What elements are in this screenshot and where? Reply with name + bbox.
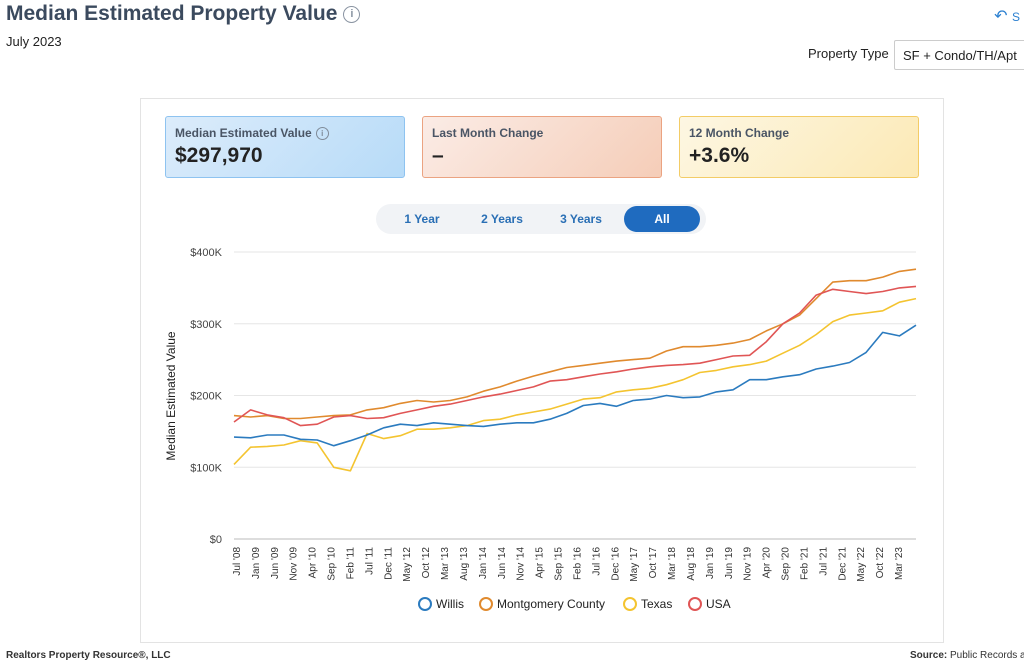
series-line-texas (233, 297, 917, 472)
x-tick-label: Sep '20 (781, 547, 792, 581)
legend-label: USA (706, 597, 731, 611)
x-tick-label: Mar '13 (440, 547, 451, 580)
legend-item-willis[interactable]: Willis (418, 596, 464, 612)
chart-legend: Willis Montgomery County Texas USA (0, 596, 1024, 614)
card-value: – (432, 144, 444, 167)
x-tick-label: Jun '14 (497, 547, 508, 579)
report-date: July 2023 (6, 34, 62, 49)
x-tick-label: Jan '09 (251, 547, 262, 579)
tab-2-years[interactable]: 2 Years (481, 212, 523, 226)
twelve-month-change-card: 12 Month Change +3.6% (679, 116, 919, 178)
x-tick-label: Mar '23 (894, 547, 905, 580)
x-tick-label: May '12 (402, 547, 413, 582)
legend-item-usa[interactable]: USA (688, 596, 731, 612)
series-line-willis (233, 324, 917, 447)
x-tick-label: Oct '17 (648, 547, 659, 579)
y-tick-label: $200K (190, 391, 222, 403)
info-icon[interactable]: i (315, 127, 329, 140)
source-label: Source: (910, 650, 948, 661)
card-label: 12 Month Change (689, 126, 790, 140)
tab-1-year[interactable]: 1 Year (404, 212, 440, 226)
x-tick-label: Jul '11 (364, 547, 375, 575)
card-label: Median Estimated Value (175, 126, 312, 140)
footer-source: Source: Public Records a (910, 650, 1024, 661)
x-tick-label: Feb '16 (572, 547, 583, 580)
y-tick-label: $300K (190, 319, 222, 331)
x-tick-label: May '17 (629, 547, 640, 582)
y-tick-label: $400K (190, 247, 222, 259)
x-tick-label: Mar '18 (667, 547, 678, 580)
x-tick-label: Dec '16 (610, 547, 621, 581)
card-value: +3.6% (689, 144, 750, 167)
chart-panel (140, 98, 944, 643)
x-tick-label: Aug '13 (459, 547, 470, 581)
x-tick-label: Feb '21 (799, 547, 810, 580)
share-icon: ↶ (994, 8, 1008, 25)
legend-item-montgomery-county[interactable]: Montgomery County (479, 596, 605, 612)
x-tick-label: Sep '10 (327, 547, 338, 581)
series-line-montgomery-county (233, 268, 917, 420)
page-title: Median Estimated Property Value i (6, 2, 361, 26)
x-tick-label: Jun '19 (724, 547, 735, 579)
last-month-change-card: Last Month Change – (422, 116, 662, 178)
median-value-card: Median Estimated Value i $297,970 (165, 116, 405, 178)
x-tick-label: Nov '19 (743, 547, 754, 581)
x-tick-label: Sep '15 (554, 547, 565, 581)
share-button[interactable]: ↶ S (994, 6, 1020, 26)
legend-item-texas[interactable]: Texas (623, 596, 672, 612)
y-tick-label: $0 (210, 534, 222, 546)
y-tick-label: $100K (190, 462, 222, 474)
property-type-select[interactable]: SF + Condo/TH/Apt (894, 40, 1024, 70)
info-icon[interactable]: i (343, 6, 361, 23)
share-label: S (1011, 10, 1020, 24)
card-label: Last Month Change (432, 126, 544, 140)
x-tick-label: May '22 (856, 547, 867, 582)
x-tick-label: Jun '09 (270, 547, 281, 579)
x-tick-label: Jan '19 (705, 547, 716, 579)
range-tabs: 1 Year 2 Years 3 Years All (376, 204, 706, 234)
legend-marker (688, 597, 702, 611)
footer-copyright: Realtors Property Resource®, LLC (6, 650, 171, 661)
legend-marker (623, 597, 637, 611)
x-tick-label: Apr '20 (762, 547, 773, 579)
x-tick-label: Apr '15 (535, 547, 546, 579)
x-tick-label: Nov '14 (516, 547, 527, 581)
legend-marker (479, 597, 493, 611)
legend-label: Montgomery County (497, 597, 606, 611)
x-tick-label: Oct '22 (875, 547, 886, 579)
x-tick-label: Jul '16 (591, 547, 602, 576)
legend-label: Texas (641, 597, 673, 611)
x-tick-label: Oct '12 (421, 547, 432, 579)
x-tick-label: Feb '11 (345, 547, 356, 580)
x-tick-label: Nov '09 (289, 547, 300, 581)
x-tick-label: Dec '21 (837, 547, 848, 581)
y-axis-label: Median Estimated Value (164, 331, 178, 461)
series-line-usa (233, 285, 917, 427)
source-value: Public Records a (950, 650, 1024, 661)
x-tick-label: Jul '08 (232, 547, 243, 576)
legend-marker (418, 597, 432, 611)
x-tick-label: Jul '21 (818, 547, 829, 576)
x-tick-label: Jan '14 (478, 547, 489, 579)
x-tick-label: Dec '11 (383, 547, 394, 580)
card-value: $297,970 (175, 144, 263, 167)
tab-3-years[interactable]: 3 Years (560, 212, 602, 226)
property-type-label: Property Type (808, 46, 889, 61)
tab-all[interactable]: All (624, 206, 700, 232)
legend-label: Willis (436, 597, 464, 611)
x-tick-label: Aug '18 (686, 547, 697, 581)
x-tick-label: Apr '10 (308, 547, 319, 579)
